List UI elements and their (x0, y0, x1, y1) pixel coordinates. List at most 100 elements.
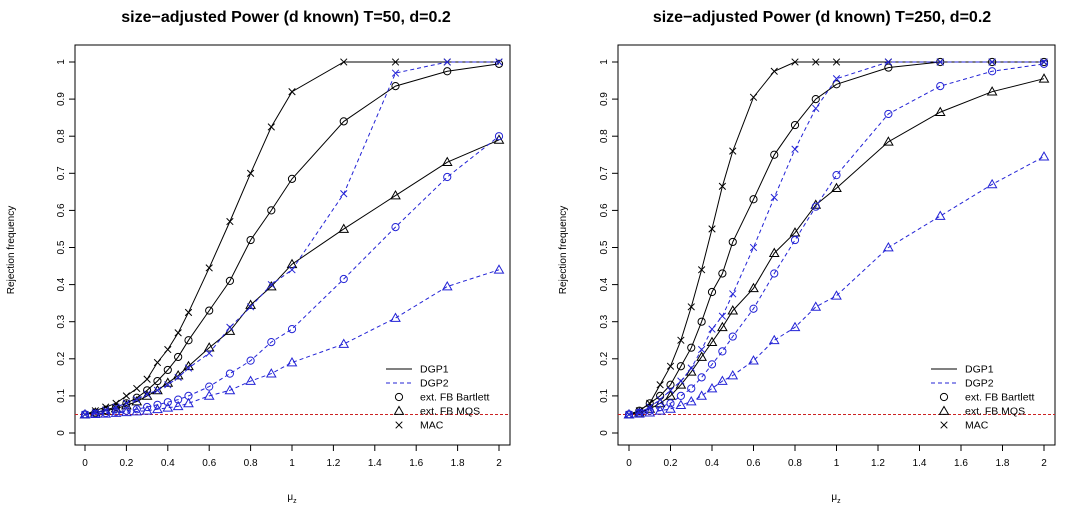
left-dgp2-mac-marker-stroke-b (288, 266, 296, 274)
left-dgp1-mac-marker (246, 169, 255, 177)
right-dgp1-mac-marker-stroke-b (656, 381, 664, 389)
right-dgp2-mac-marker-stroke-b (749, 243, 758, 252)
left-dgp2-mac-marker (112, 403, 120, 411)
right-x-tick-label: 0.2 (664, 458, 678, 469)
left-legend-ext-fb-bartlett-label: ext. FB Bartlett (420, 392, 490, 404)
right-dgp1-mac-marker-stroke-b (832, 58, 841, 66)
right-dgp2-ext-fb-bartlett-marker (728, 332, 737, 341)
left-dgp2-mac-marker (288, 266, 296, 274)
left-y-tick-label: 0.2 (56, 351, 67, 365)
right-y-tick-label: 1 (599, 59, 610, 65)
right-dgp1-mac-marker-stroke-b (770, 67, 778, 75)
right-dgp1-ext-fb-mqs-marker (706, 336, 718, 346)
right-x-tick-label: 1 (834, 458, 840, 469)
left-dgp2-ext-fb-mqs-marker (172, 400, 184, 411)
left-dgp2-mac-marker-stroke-b (122, 399, 131, 407)
right-legend-mac-symbol-stroke-b (940, 421, 948, 429)
left-y-tick-label: 0.3 (56, 314, 67, 328)
right-dgp2-mac-marker (718, 312, 727, 320)
left-dgp2-mac-marker (91, 408, 100, 417)
left-dgp2-mac-marker (164, 381, 172, 389)
right-dgp2-ext-fb-bartlett-marker (988, 67, 997, 76)
left-dgp2-mac-marker-stroke-b (391, 69, 400, 77)
left-x-tick-label: 0.4 (161, 458, 175, 469)
left-dgp2-mac-marker (143, 390, 151, 398)
right-dgp2-ext-fb-mqs-marker (789, 321, 801, 332)
left-dgp2-ext-fb-bartlett-marker (174, 395, 183, 404)
right-dgp1-mac-marker-stroke-b (749, 93, 758, 101)
right-dgp1-ext-fb-bartlett-marker (707, 287, 717, 297)
left-dgp1-mac-marker-stroke-b (133, 384, 141, 393)
left-dgp1-mac-marker-stroke-b (143, 375, 151, 383)
right-dgp2-mac-marker (697, 345, 706, 354)
right-dgp2-mac-marker-stroke-b (697, 345, 706, 354)
right-x-tick-label: 1.2 (871, 458, 885, 469)
left-dgp1-ext-fb-bartlett-marker (287, 174, 297, 183)
right-chart-title: size−adjusted Power (d known) T=250, d=0… (653, 9, 991, 26)
left-dgp2-mac-marker (443, 58, 451, 66)
left-dgp2-ext-fb-mqs-marker (203, 390, 215, 400)
left-dgp2-ext-fb-mqs-marker (286, 357, 298, 367)
right-legend-mac-label: MAC (965, 420, 989, 432)
right-dgp1-mac-marker-stroke-b (697, 266, 706, 274)
right-dgp2-ext-fb-bartlett-marker (936, 82, 945, 91)
right-dgp1-mac-marker-stroke-b (791, 58, 799, 66)
right-dgp1-ext-fb-mqs-marker (717, 321, 728, 332)
left-dgp2-ext-fb-bartlett-marker (287, 325, 297, 334)
left-dgp2-ext-fb-bartlett-marker (267, 338, 276, 347)
right-dgp2-mac-marker (625, 410, 633, 419)
right-dgp2-ext-fb-mqs-marker (831, 290, 842, 300)
right-dgp2-ext-fb-bartlett-marker (884, 109, 893, 119)
left-dgp1-mac-marker-stroke-b (102, 403, 110, 411)
right-x-tick-label: 1.4 (913, 458, 927, 469)
left-x-tick-label: 1.2 (326, 458, 340, 469)
right-dgp2-ext-fb-mqs-marker (696, 390, 707, 400)
right-x-axis-label: μz (831, 492, 841, 505)
right-dgp1-ext-fb-mqs-marker (934, 106, 946, 116)
left-dgp1-mac-marker-stroke-b (288, 88, 296, 96)
left-dgp2-ext-fb-mqs-marker (162, 402, 174, 412)
right-dgp2-ext-fb-mqs-marker (685, 395, 697, 406)
left-x-axis-label-main: μ (287, 492, 293, 503)
right-dgp2-mac-marker-stroke-b (687, 364, 695, 372)
right-dgp2-ext-fb-mqs-marker (1038, 151, 1050, 161)
left-dgp2-mac-marker (205, 349, 213, 357)
right-dgp2-mac-marker-stroke-b (812, 104, 820, 113)
right-dgp1-mac-marker (677, 336, 685, 344)
right-x-tick-label: 1.8 (996, 458, 1010, 469)
left-dgp2-mac-marker-stroke-b (246, 303, 255, 311)
left-dgp2-ext-fb-bartlett-marker (246, 356, 255, 365)
right-dgp2-mac-marker-stroke-b (832, 75, 841, 83)
left-dgp1-ext-fb-mqs-marker (338, 223, 350, 233)
right-dgp1-ext-fb-bartlett-marker (811, 95, 820, 104)
left-dgp2-mac-marker-stroke-b (174, 373, 182, 382)
left-dgp2-mac-marker (133, 395, 141, 404)
right-legend: DGP1 DGP2 ext. FB Bartlett ext. FB MQS MAC (931, 364, 1035, 432)
right-dgp2-mac-marker-stroke-b (666, 386, 675, 394)
left-dgp1-ext-fb-mqs-marker (286, 258, 298, 269)
left-dgp1-ext-fb-bartlett-marker (163, 365, 172, 375)
left-y-tick-label: 0.7 (56, 166, 67, 180)
right-dgp2-mac-marker (884, 58, 893, 66)
left-dgp2-ext-fb-mqs-marker (338, 338, 350, 348)
left-y-axis-label: Rejection frequency (6, 206, 17, 294)
left-chart-title: size−adjusted Power (d known) T=50, d=0.… (121, 9, 451, 26)
right-dgp2-mac-marker (687, 364, 695, 372)
left-dgp1-mac-marker (112, 399, 120, 407)
left-dgp1-ext-fb-bartlett-marker (267, 206, 276, 215)
right-legend-ext-fb-bartlett-label: ext. FB Bartlett (965, 392, 1035, 404)
right-dgp1-ext-fb-bartlett-marker (676, 362, 685, 371)
right-dgp2-mac-marker (729, 290, 737, 298)
left-dgp1-ext-fb-bartlett-marker (174, 352, 183, 362)
right-dgp1-mac-marker (749, 93, 758, 101)
left-legend-ext-fb-mqs-label: ext. FB MQS (420, 406, 480, 418)
right-dgp2-mac-marker (666, 386, 675, 394)
left-dgp2-mac-marker-stroke-b (267, 280, 275, 289)
left-dgp1-mac-marker-stroke-b (153, 358, 162, 367)
left-dgp2-mac-marker-stroke-b (153, 386, 162, 394)
right-x-axis-label-main: μ (831, 492, 837, 503)
right-legend-ext-fb-mqs-label: ext. FB MQS (965, 406, 1025, 418)
right-dgp2-mac-marker-stroke-b (936, 58, 944, 66)
left-dgp2-ext-fb-bartlett-marker (339, 274, 348, 284)
